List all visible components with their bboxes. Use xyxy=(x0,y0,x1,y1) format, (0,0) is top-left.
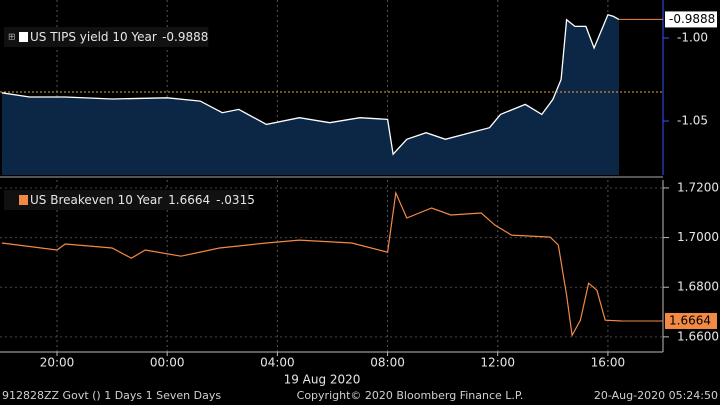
y-tick-label: -1.05 xyxy=(677,114,708,128)
legend-box xyxy=(4,190,249,210)
legend-name: US Breakeven 10 Year xyxy=(30,193,162,207)
date-label: 19 Aug 2020 xyxy=(284,373,361,387)
last-value-tag xyxy=(665,11,717,28)
line xyxy=(1,14,620,156)
last-value-tag xyxy=(665,312,717,329)
line xyxy=(1,190,622,338)
legend-name: US TIPS yield 10 Year xyxy=(30,30,157,44)
legend-box xyxy=(4,27,209,47)
footer-right: 20-Aug-2020 05:24:50 xyxy=(594,389,718,402)
legend-value: -0.9888 xyxy=(162,30,208,44)
legend-change: -.0315 xyxy=(216,193,255,207)
y-tick-label: 1.7200 xyxy=(677,180,719,194)
legend-swatch xyxy=(19,32,28,42)
x-tick-label: 20:00 xyxy=(40,356,75,370)
legend-text: US Breakeven 10 Year 1.6664 -.0315 xyxy=(30,193,255,207)
x-tick-label: 16:00 xyxy=(591,356,626,370)
footer-center: Copyright© 2020 Bloomberg Finance L.P. xyxy=(297,389,524,402)
y-tick-label: -1.00 xyxy=(677,31,708,45)
last-value-label: -0.9888 xyxy=(669,12,715,26)
legend-swatch xyxy=(19,195,28,205)
x-tick-label: 08:00 xyxy=(370,356,405,370)
y-tick-label: 1.6600 xyxy=(677,329,719,343)
footer-bar xyxy=(0,387,720,405)
legend: US TIPS yield 10 Year -0.9888 ⊞ xyxy=(4,27,209,47)
y-tick-label: 1.6800 xyxy=(677,280,719,294)
legend: US Breakeven 10 Year 1.6664 -.0315 xyxy=(4,190,255,210)
x-tick-label: 00:00 xyxy=(150,356,185,370)
footer-left: 912828ZZ Govt () 1 Days 1 Seven Days xyxy=(2,389,221,402)
last-value-label: 1.6664 xyxy=(669,313,711,327)
legend-toggle: ⊞ xyxy=(8,33,16,43)
area xyxy=(1,14,619,175)
y-tick-label: 1.7000 xyxy=(677,230,719,244)
legend-value: 1.6664 xyxy=(168,193,210,207)
x-tick-label: 12:00 xyxy=(480,356,515,370)
x-tick-label: 04:00 xyxy=(260,356,295,370)
legend-text: US TIPS yield 10 Year -0.9888 xyxy=(30,30,208,44)
